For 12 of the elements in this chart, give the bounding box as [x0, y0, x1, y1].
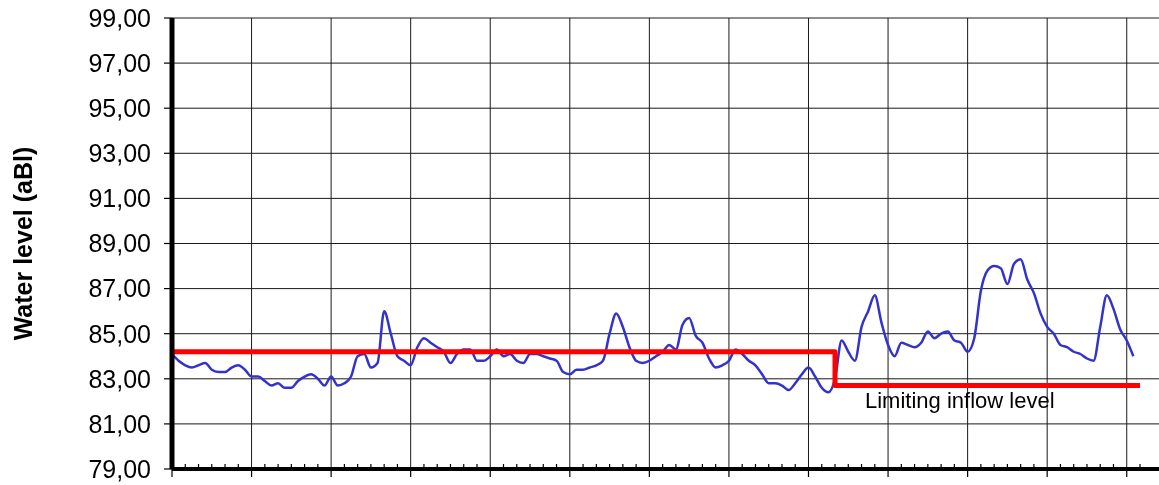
y-tick-label: 91,00: [88, 184, 151, 213]
y-tick-label: 93,00: [88, 139, 151, 168]
y-tick-label: 81,00: [88, 409, 151, 438]
y-tick-label: 99,00: [88, 3, 151, 32]
y-tick-label: 83,00: [88, 364, 151, 393]
y-tick-label: 87,00: [88, 274, 151, 303]
y-tick-label: 89,00: [88, 229, 151, 258]
y-tick-label: 95,00: [88, 94, 151, 123]
y-tick-label: 97,00: [88, 48, 151, 77]
y-axis-title: Water level (aBl): [9, 146, 37, 341]
y-tick-label: 85,00: [88, 319, 151, 348]
y-tick-label: 79,00: [88, 454, 151, 483]
